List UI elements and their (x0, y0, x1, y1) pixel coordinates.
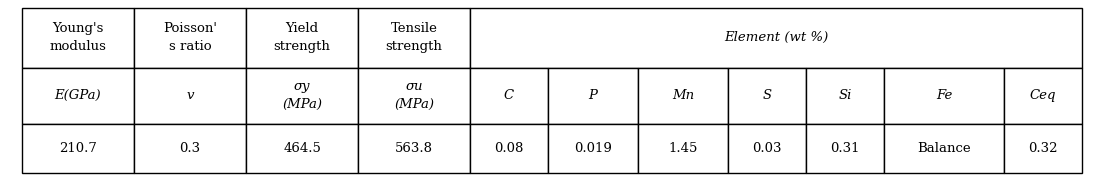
Text: Young's
modulus: Young's modulus (50, 22, 106, 53)
Bar (638, 68, 728, 124)
Text: Si: Si (838, 89, 851, 102)
Text: σy
(MPa): σy (MPa) (282, 80, 322, 111)
Text: 0.32: 0.32 (1028, 142, 1058, 155)
Bar (548, 68, 638, 124)
Text: σu
(MPa): σu (MPa) (394, 80, 434, 111)
Bar (134, 68, 246, 124)
Bar (134, 8, 246, 68)
Text: 0.3: 0.3 (180, 142, 201, 155)
Bar (806, 68, 884, 124)
Text: Tensile
strength: Tensile strength (385, 22, 443, 53)
Bar (22, 8, 134, 68)
Bar (1004, 68, 1082, 124)
Text: 1.45: 1.45 (668, 142, 698, 155)
Text: Mn: Mn (672, 89, 694, 102)
Text: S: S (763, 89, 772, 102)
Bar (728, 68, 806, 124)
Bar (470, 124, 548, 173)
Bar (246, 8, 358, 68)
Text: v: v (187, 89, 193, 102)
Text: Poisson'
s ratio: Poisson' s ratio (163, 22, 217, 53)
Bar (470, 68, 548, 124)
Bar (246, 124, 358, 173)
Text: C: C (503, 89, 514, 102)
Bar (1004, 124, 1082, 173)
Text: 0.03: 0.03 (752, 142, 782, 155)
Text: Balance: Balance (917, 142, 970, 155)
Text: E(GPa): E(GPa) (55, 89, 102, 102)
Text: Element (wt %): Element (wt %) (724, 31, 828, 44)
Bar (806, 124, 884, 173)
Bar (358, 68, 470, 124)
Bar (470, 8, 1082, 68)
Bar (134, 124, 246, 173)
Bar (358, 124, 470, 173)
Bar (358, 8, 470, 68)
Bar (884, 68, 1004, 124)
Text: Yield
strength: Yield strength (274, 22, 330, 53)
Bar (728, 124, 806, 173)
Bar (22, 124, 134, 173)
Text: P: P (588, 89, 597, 102)
Text: 0.019: 0.019 (574, 142, 612, 155)
Text: Fe: Fe (936, 89, 952, 102)
Bar (548, 124, 638, 173)
Bar (884, 124, 1004, 173)
Text: 0.08: 0.08 (495, 142, 523, 155)
Bar (22, 68, 134, 124)
Bar (638, 124, 728, 173)
Text: Ceq: Ceq (1030, 89, 1057, 102)
Text: 210.7: 210.7 (59, 142, 97, 155)
Text: 0.31: 0.31 (830, 142, 860, 155)
Text: 464.5: 464.5 (283, 142, 321, 155)
Text: 563.8: 563.8 (395, 142, 433, 155)
Bar (246, 68, 358, 124)
